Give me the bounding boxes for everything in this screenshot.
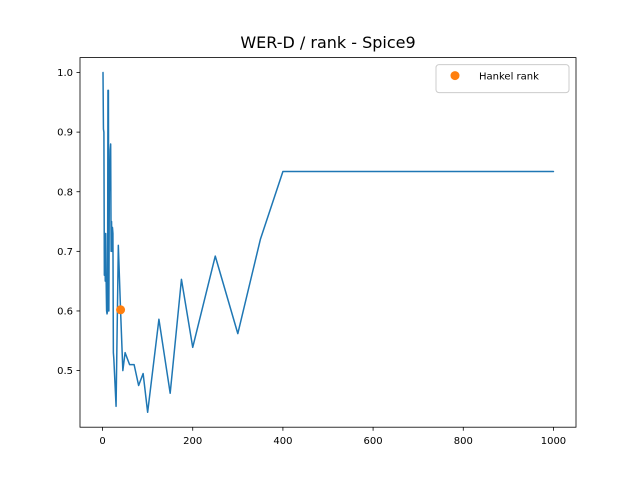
x-tick-label: 200 [183, 436, 202, 447]
y-tick-label: 1.0 [57, 68, 73, 79]
x-tick-label: 600 [364, 436, 383, 447]
y-tick-label: 0.6 [57, 307, 73, 318]
x-tick-label: 800 [454, 436, 473, 447]
axes-frame [79, 57, 577, 428]
y-tick-label: 0.7 [57, 247, 73, 258]
axes-layer: 0 200 400 600 800 1000 0.5 0.6 0.7 0.8 0.9 1.0 [57, 57, 577, 447]
chart-title: WER-D / rank - Spice9 [240, 33, 415, 52]
series-layer [102, 71, 555, 414]
legend-marker [450, 71, 460, 81]
legend-label: Hankel rank [479, 72, 539, 83]
x-tick-label: 400 [273, 436, 292, 447]
hankel-rank-point [116, 305, 126, 315]
legend: Hankel rank [435, 64, 570, 94]
x-tick-label: 1000 [541, 436, 566, 447]
y-tick-label: 0.5 [57, 366, 73, 377]
y-tick-label: 0.8 [57, 187, 73, 198]
x-tick-label: 0 [99, 436, 105, 447]
legend-box [435, 64, 570, 94]
series-line [102, 71, 555, 414]
y-tick-label: 0.9 [57, 128, 73, 139]
